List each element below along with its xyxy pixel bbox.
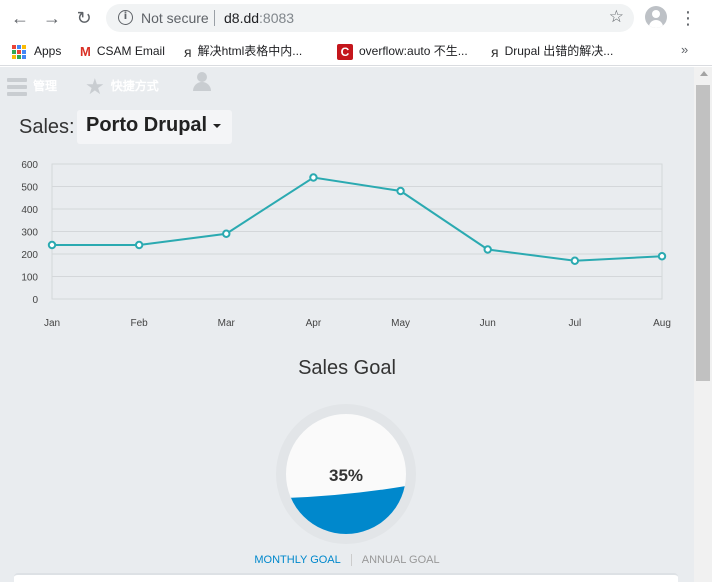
data-point: [483, 245, 492, 254]
back-arrow-icon[interactable]: ←: [11, 8, 29, 28]
star-icon: ★: [85, 73, 105, 99]
data-point: [657, 252, 667, 261]
goal-tabs: MONTHLY GOAL ANNUAL GOAL: [0, 554, 694, 566]
y-tick-label: 400: [21, 205, 38, 216]
gauge-fill: [286, 486, 406, 534]
drupal-favicon-icon: я: [491, 43, 499, 60]
data-point: [134, 240, 144, 250]
x-tick-label: Jul: [568, 318, 581, 329]
scroll-up-arrow-icon[interactable]: [700, 71, 708, 76]
store-selector-value: Porto Drupal: [86, 114, 208, 136]
gmail-icon: M: [80, 43, 91, 59]
gauge-fill-level: [286, 486, 406, 534]
url-divider: [214, 10, 215, 26]
y-tick-label: 0: [32, 295, 38, 306]
data-point: [309, 173, 318, 182]
vertical-scrollbar[interactable]: [694, 67, 712, 582]
data-point: [396, 186, 405, 196]
sales-goal-title: Sales Goal: [298, 357, 396, 379]
x-tick-label: Apr: [306, 318, 322, 329]
page-viewport: 管理 ★ 快捷方式 Sales: Porto Drupal 0 100 200 300 4…: [0, 67, 694, 582]
tab-annual-goal[interactable]: ANNUAL GOAL: [361, 554, 440, 566]
user-icon[interactable]: [192, 71, 212, 93]
bookmark-star-icon[interactable]: ☆: [608, 7, 624, 26]
url-text[interactable]: d8.dd:8083: [224, 10, 295, 26]
address-bar[interactable]: i Not secure d8.dd:8083 ☆: [106, 4, 634, 32]
browser-toolbar: ← → ↻ i Not secure d8.dd:8083 ☆ ⋮: [0, 0, 712, 36]
x-tick-label: Feb: [131, 318, 149, 329]
data-point: [222, 229, 231, 238]
admin-shortcuts-button[interactable]: ★ 快捷方式: [85, 73, 159, 99]
sales-line-chart: 0 100 200 300 400 500 600 Jan Feb Mar Apr May Jun Jul…: [0, 155, 694, 345]
reload-icon[interactable]: ↻: [76, 8, 92, 28]
security-status: Not secure: [141, 10, 209, 26]
admin-manage-button[interactable]: 管理: [7, 75, 57, 97]
bookmark-drupal-error[interactable]: я Drupal 出错的解决...: [491, 43, 614, 60]
profile-avatar-icon[interactable]: [645, 6, 667, 28]
forward-arrow-icon[interactable]: →: [43, 8, 61, 28]
caret-down-icon: [213, 123, 222, 128]
y-tick-label: 500: [21, 183, 38, 194]
x-tick-label: Jan: [44, 318, 60, 329]
gauge-face: 35%: [286, 414, 406, 534]
y-tick-label: 100: [21, 273, 38, 284]
data-point: [570, 256, 580, 265]
x-tick-label: Jun: [480, 318, 496, 329]
hamburger-icon: [7, 77, 27, 96]
gauge-value-label: 35%: [328, 466, 364, 485]
drupal-favicon-icon: я: [184, 43, 192, 60]
bookmark-html-table[interactable]: я 解决html表格中内...: [184, 43, 303, 60]
info-icon[interactable]: i: [118, 10, 133, 25]
x-tick-label: Aug: [653, 318, 671, 329]
data-point: [47, 240, 57, 250]
next-panel-card: [14, 573, 678, 582]
x-tick-label: May: [391, 318, 410, 329]
store-selector-dropdown[interactable]: Porto Drupal: [77, 110, 232, 144]
bookmark-csam-email[interactable]: M CSAM Email: [80, 43, 165, 59]
scrollbar-thumb[interactable]: [696, 85, 710, 381]
y-tick-label: 300: [21, 228, 38, 239]
x-tick-label: Mar: [218, 318, 236, 329]
chart-svg: 0 100 200 300 400 500 600 Jan Feb Mar Apr May Jun Jul…: [21, 160, 671, 329]
more-bookmarks-chevron-icon[interactable]: »: [681, 42, 689, 57]
sales-label: Sales:: [19, 116, 75, 138]
y-tick-label: 200: [21, 250, 38, 261]
tab-monthly-goal[interactable]: MONTHLY GOAL: [244, 554, 352, 566]
csdn-favicon-icon: C: [337, 43, 353, 60]
series-line: [52, 176, 663, 262]
sales-goal-gauge: 35%: [276, 404, 416, 544]
apps-grid-icon: [12, 44, 26, 59]
y-tick-label: 600: [21, 160, 38, 171]
kebab-menu-icon[interactable]: ⋮: [679, 8, 697, 28]
bookmark-apps[interactable]: Apps: [12, 42, 61, 60]
admin-toolbar: 管理 ★ 快捷方式: [0, 67, 694, 105]
